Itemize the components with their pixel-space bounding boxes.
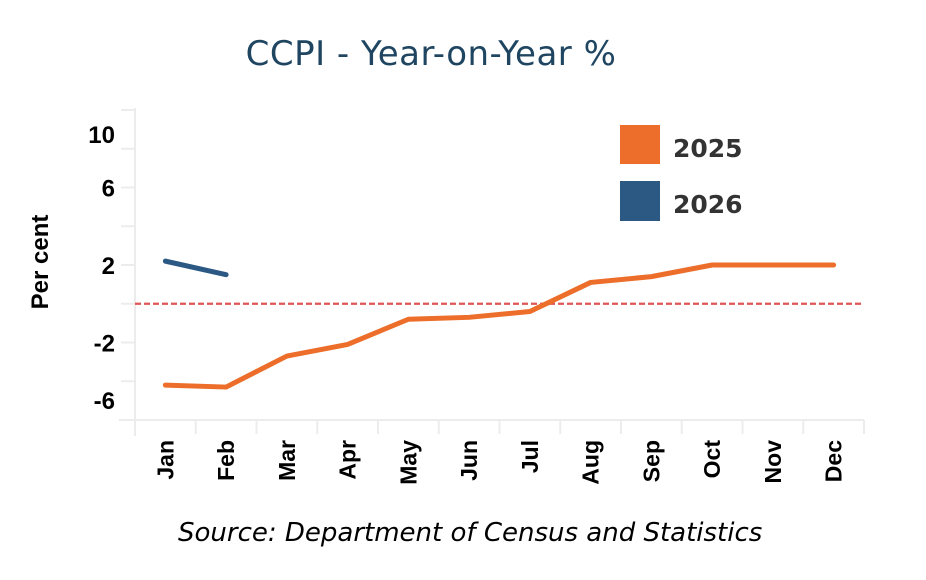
x-tick-label: Dec bbox=[821, 440, 847, 482]
x-tick-label: May bbox=[395, 440, 421, 485]
x-tick-label: Jun bbox=[456, 440, 482, 481]
x-tick-label: Mar bbox=[274, 440, 300, 481]
ccpi-line-chart: 10 6 2 -2 -6 Jan Feb Mar Apr May Jun Jul Aug Sep Oct N… bbox=[27, 108, 865, 485]
legend-swatch-2026 bbox=[620, 181, 660, 221]
x-tick-label: Nov bbox=[760, 440, 786, 484]
y-tick-label: -6 bbox=[94, 388, 115, 415]
y-axis-title: Per cent bbox=[27, 215, 54, 310]
x-tick-label: Aug bbox=[578, 440, 604, 485]
legend-swatch-2025 bbox=[620, 125, 660, 164]
y-tick-label: 2 bbox=[102, 253, 115, 280]
series-line-2025 bbox=[162, 262, 837, 390]
x-tick-label: Apr bbox=[335, 440, 361, 480]
y-tick-label: 10 bbox=[88, 122, 115, 149]
legend-label-2025: 2025 bbox=[673, 134, 743, 163]
source-note: Source: Department of Census and Statist… bbox=[178, 518, 763, 548]
x-tick-label: Jan bbox=[152, 440, 178, 480]
x-tick-label: Feb bbox=[213, 440, 239, 481]
y-tick-label: 6 bbox=[102, 176, 115, 203]
x-tick-label: Oct bbox=[699, 440, 725, 479]
axes bbox=[119, 108, 865, 436]
series-line-2026 bbox=[162, 258, 229, 278]
y-tick-label: -2 bbox=[94, 331, 115, 358]
series-layer bbox=[162, 258, 837, 390]
legend: 2025 2026 bbox=[620, 125, 743, 221]
x-tick-label: Jul bbox=[517, 440, 543, 473]
y-tick-labels: 10 6 2 -2 -6 bbox=[88, 122, 115, 415]
legend-label-2026: 2026 bbox=[673, 190, 743, 219]
x-tick-label: Sep bbox=[638, 440, 664, 482]
chart-title: CCPI - Year-on-Year % bbox=[245, 34, 617, 74]
x-tick-labels: Jan Feb Mar Apr May Jun Jul Aug Sep Oct Nov Dec bbox=[152, 440, 846, 485]
